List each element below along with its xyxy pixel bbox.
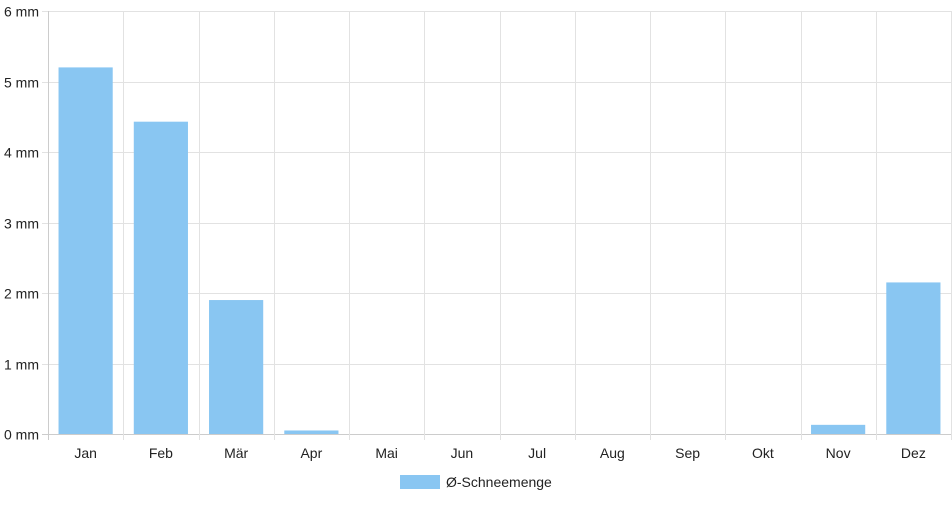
x-tick-label: Sep [675,445,700,461]
legend: Ø-Schneemenge [400,474,552,490]
y-tick-label: 5 mm [4,75,39,91]
bar-feb [133,121,188,434]
axes: 0 mm 1 mm 2 mm 3 mm 4 mm 5 mm 6 mm Jan Feb Mär Apr… [4,4,926,462]
x-tick-label: Apr [300,445,322,461]
x-tick-label: Jan [74,445,97,461]
x-tick-label: Okt [752,445,774,461]
x-tick-label: Jul [528,445,546,461]
x-tick-label: Mai [375,445,398,461]
x-tick-label: Mär [224,445,248,461]
y-tick-label: 3 mm [4,216,39,232]
y-tick-label: 4 mm [4,145,39,161]
legend-label: Ø-Schneemenge [446,474,552,490]
x-tick-label: Dez [901,445,926,461]
bars [58,67,941,435]
bar-jan [58,67,113,435]
bar-apr [284,430,339,434]
y-tick-label: 6 mm [4,4,39,20]
y-tick-label: 0 mm [4,427,39,443]
bar-dez [886,282,941,434]
x-tick-label: Nov [826,445,851,461]
x-tick-label: Jun [451,445,474,461]
bar-nov [811,424,866,434]
legend-swatch [400,475,440,489]
bar-mär [209,300,264,434]
y-tick-label: 2 mm [4,286,39,302]
x-tick-label: Feb [149,445,173,461]
y-tick-label: 1 mm [4,357,39,373]
x-tick-label: Aug [600,445,625,461]
grid [42,11,952,440]
